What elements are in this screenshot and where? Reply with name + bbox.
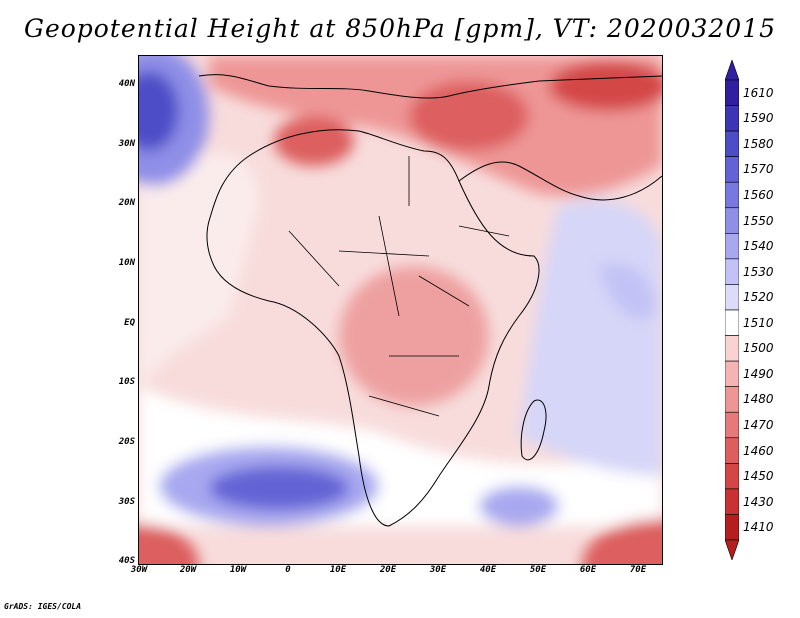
lon-label-10w: 10W bbox=[229, 565, 247, 575]
coastlines bbox=[198, 74, 662, 527]
colorbar-swatch bbox=[725, 335, 739, 362]
lat-label-20s: 20S bbox=[118, 437, 135, 447]
madagascar-coast bbox=[520, 399, 547, 461]
sw-corner-high bbox=[139, 524, 199, 564]
colorbar-swatch bbox=[725, 284, 739, 311]
colorbar-bottom-arrow bbox=[725, 539, 739, 560]
colorbar-label: 1550 bbox=[743, 213, 774, 228]
atlantic-north-shade bbox=[139, 153, 259, 386]
colorbar-label: 1520 bbox=[743, 290, 774, 305]
colorbar-swatch bbox=[725, 130, 739, 157]
colorbar-label: 1460 bbox=[743, 443, 774, 458]
colorbar-label: 1530 bbox=[743, 264, 774, 279]
colorbar-label: 1480 bbox=[743, 392, 774, 407]
country-borders bbox=[288, 156, 510, 417]
europe-coast bbox=[198, 74, 662, 99]
central-africa-shade bbox=[339, 266, 489, 406]
colorbar-swatch bbox=[725, 258, 739, 285]
colorbar-swatch bbox=[725, 360, 739, 387]
colorbar-swatch bbox=[725, 79, 739, 106]
colorbar bbox=[725, 60, 739, 560]
lon-label-20w: 20W bbox=[179, 565, 197, 575]
colorbar-label: 1490 bbox=[743, 366, 774, 381]
lat-label-30s: 30S bbox=[118, 497, 135, 507]
colorbar-swatch bbox=[725, 105, 739, 132]
map-panel bbox=[138, 55, 663, 565]
grads-credit: GrADS: IGES/COLA bbox=[4, 602, 82, 611]
lat-label-10s: 10S bbox=[118, 377, 135, 387]
colorbar-label: 1580 bbox=[743, 136, 774, 151]
persia-high bbox=[549, 61, 662, 111]
map-title: Geopotential Height at 850hPa [gpm], VT:… bbox=[23, 14, 777, 43]
colorbar-label: 1570 bbox=[743, 162, 774, 177]
colorbar-label: 1590 bbox=[743, 111, 774, 126]
indian-ocean-core bbox=[599, 264, 655, 319]
colorbar-label: 1610 bbox=[743, 85, 774, 100]
lon-label-30w: 30W bbox=[130, 565, 148, 575]
colorbar-swatch bbox=[725, 463, 739, 490]
colorbar-label: 1560 bbox=[743, 188, 774, 202]
colorbar-swatch bbox=[725, 386, 739, 413]
colorbar-label: 1510 bbox=[743, 315, 774, 330]
colorbar-swatch bbox=[725, 514, 739, 541]
south-indian-low bbox=[479, 486, 559, 526]
colorbar-swatch bbox=[725, 233, 739, 260]
lon-label-40e: 40E bbox=[479, 565, 497, 575]
middle-east-high bbox=[409, 81, 529, 151]
lat-label-40s: 40S bbox=[118, 556, 135, 566]
lon-label-50e: 50E bbox=[529, 565, 547, 575]
colorbar-label: 1540 bbox=[743, 239, 774, 254]
africa-coast bbox=[206, 129, 540, 527]
lat-label-40n: 40N bbox=[118, 79, 135, 89]
colorbar-swatch bbox=[725, 156, 739, 183]
lon-label-0: 0 bbox=[285, 565, 291, 575]
shading-layer bbox=[139, 56, 662, 564]
geopotential-field bbox=[139, 56, 662, 564]
lon-label-20e: 20E bbox=[379, 565, 397, 575]
lon-label-30e: 30E bbox=[429, 565, 447, 575]
colorbar-label: 1500 bbox=[743, 341, 774, 356]
lon-label-10e: 10E bbox=[329, 565, 347, 575]
lat-label-30n: 30N bbox=[118, 139, 135, 149]
colorbar-top-arrow bbox=[725, 60, 739, 81]
colorbar-label: 1450 bbox=[743, 469, 774, 484]
colorbar-label: 1410 bbox=[743, 520, 774, 535]
colorbar-swatch bbox=[725, 488, 739, 515]
arabia-coast bbox=[458, 161, 662, 201]
colorbar-label: 1430 bbox=[743, 494, 774, 509]
se-corner-high bbox=[582, 519, 662, 564]
colorbar-swatch bbox=[725, 411, 739, 439]
lon-label-60e: 60E bbox=[579, 565, 597, 575]
sahara-high bbox=[274, 116, 354, 166]
colorbar-label: 1470 bbox=[743, 418, 774, 432]
colorbar-swatch bbox=[725, 437, 739, 464]
lat-label-10n: 10N bbox=[118, 258, 135, 268]
colorbar-swatch bbox=[725, 207, 739, 234]
lat-label-20n: 20N bbox=[118, 198, 135, 208]
lat-label-eq: EQ bbox=[124, 318, 135, 328]
lon-label-70e: 70E bbox=[629, 565, 647, 575]
south-atlantic-low-core bbox=[209, 466, 349, 510]
colorbar-swatch bbox=[725, 181, 739, 209]
colorbar-swatch bbox=[725, 309, 739, 336]
nw-low-core bbox=[139, 71, 179, 151]
